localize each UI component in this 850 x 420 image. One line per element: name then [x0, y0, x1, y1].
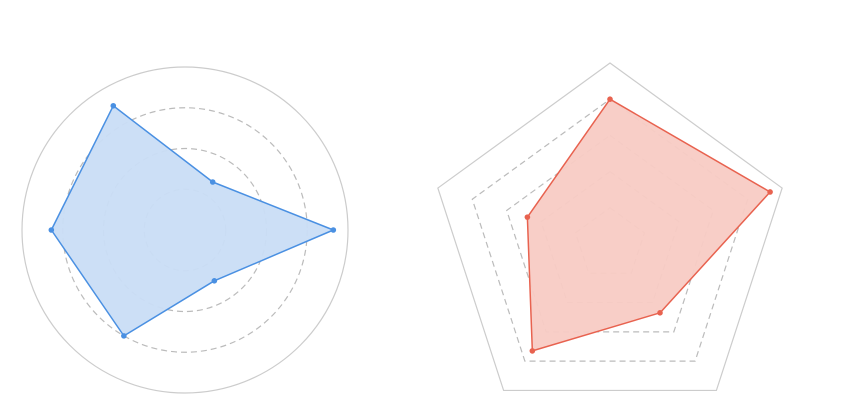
data-point — [209, 179, 216, 185]
data-point — [110, 102, 117, 109]
data-point — [607, 96, 613, 102]
radar-chart-pentagon — [437, 62, 783, 392]
grid-ring — [506, 134, 714, 333]
data-point — [524, 214, 531, 220]
data-point — [48, 227, 55, 233]
grid-ring — [437, 62, 783, 392]
data-point — [767, 189, 773, 195]
data-point — [529, 348, 536, 354]
grid-ring — [21, 66, 349, 394]
data-point — [211, 278, 218, 284]
radar-chart-circle — [21, 66, 349, 394]
data-point — [121, 333, 127, 339]
data-point — [330, 227, 337, 233]
data-point — [657, 310, 663, 316]
series-area — [50, 105, 335, 337]
series-area — [526, 98, 771, 352]
